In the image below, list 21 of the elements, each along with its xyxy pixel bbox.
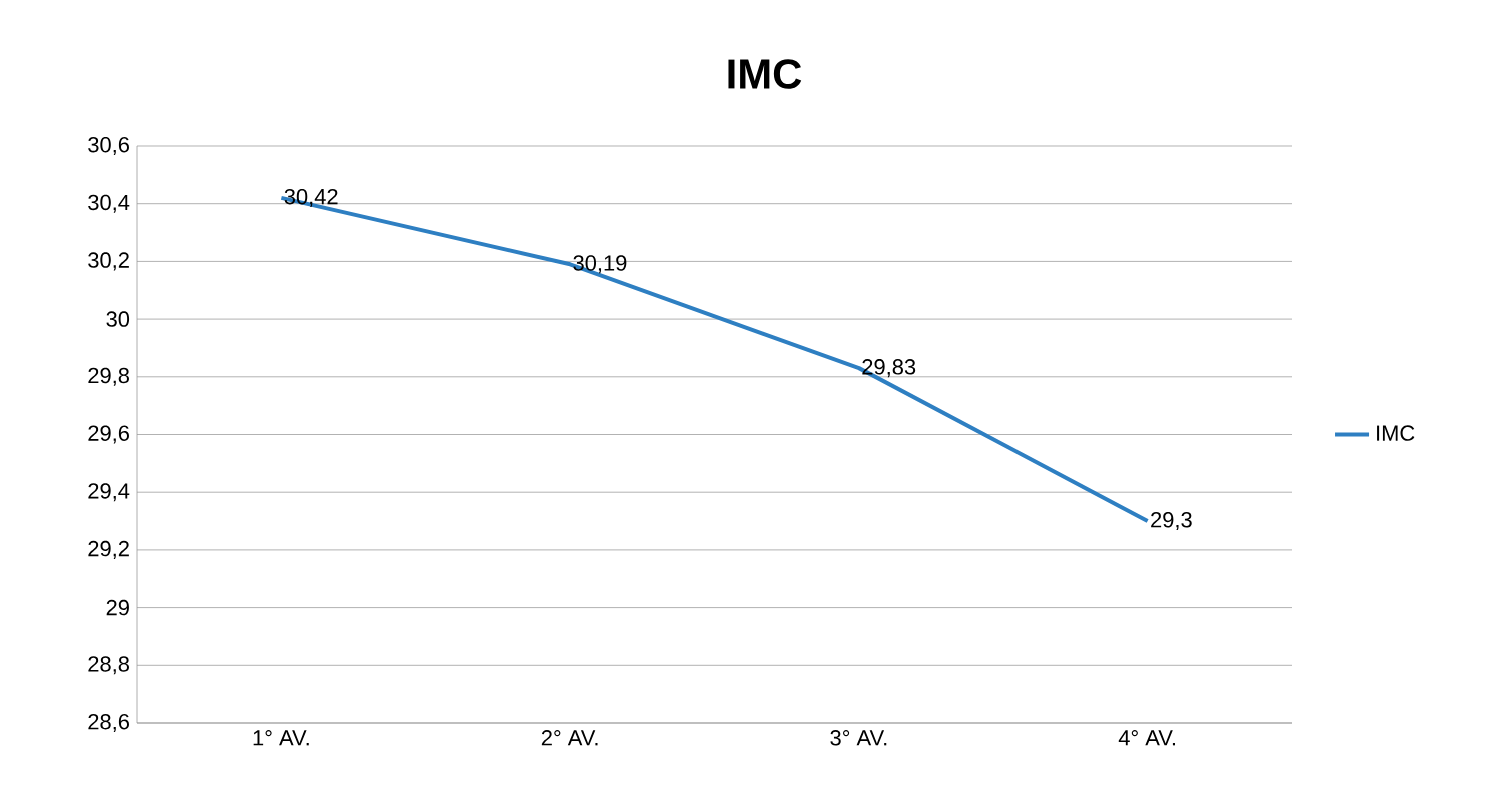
x-tick-label: 3° AV. — [830, 730, 887, 746]
y-tick-label: 30 — [106, 311, 130, 327]
data-label: 30,42 — [284, 188, 338, 207]
y-tick-label: 29,2 — [88, 540, 129, 559]
x-tick-label: 2° AV. — [541, 730, 598, 746]
x-tick-label: 4° AV. — [1118, 730, 1176, 746]
legend-label: IMC — [1377, 425, 1415, 441]
data-label: 29,83 — [862, 359, 916, 378]
y-tick-label: 28,8 — [88, 656, 129, 675]
y-tick-label: 30,6 — [88, 136, 129, 156]
y-tick-label: 28,6 — [88, 713, 129, 733]
y-tick-label: 29,6 — [88, 425, 129, 444]
y-tick-label: 30,4 — [88, 194, 130, 213]
x-tick-label: 1° AV. — [253, 730, 309, 746]
y-tick-label: 29,4 — [88, 483, 130, 502]
chart-title: IMC — [728, 59, 802, 89]
y-tick-label: 30,2 — [88, 252, 129, 271]
data-label: 29,3 — [1151, 512, 1192, 531]
data-label: 30,19 — [573, 255, 627, 274]
y-tick-label: 29,8 — [88, 367, 129, 386]
y-tick-label: 29 — [106, 599, 129, 616]
